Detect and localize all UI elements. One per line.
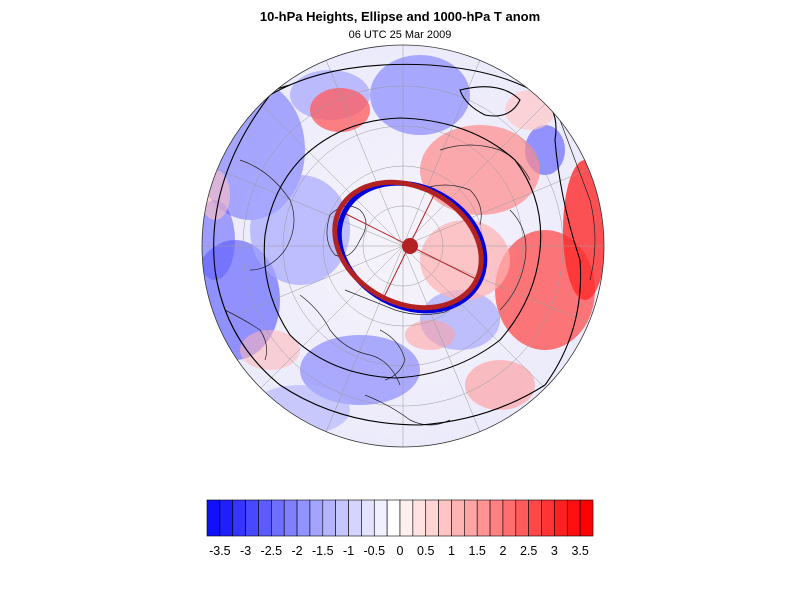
colorbar-swatch — [412, 499, 427, 537]
height-contour — [213, 63, 582, 426]
warm-anomaly-patch — [465, 360, 535, 410]
colorbar-swatch — [566, 499, 581, 537]
colorbar-swatch — [528, 499, 542, 537]
colorbar-swatch — [232, 499, 246, 537]
colorbar-swatch — [515, 499, 529, 537]
colorbar-swatch — [373, 499, 388, 537]
colorbar-tick-label: 0 — [397, 544, 404, 558]
colorbar-tick-label: -2 — [292, 544, 303, 558]
height-contour — [263, 117, 542, 379]
colorbar-swatch — [464, 499, 478, 537]
colorbar-swatch — [438, 499, 452, 537]
map-title: 10-hPa Heights, Ellipse and 1000-hPa T a… — [259, 9, 541, 24]
colorbar-tick-label: 2.5 — [520, 544, 537, 558]
colorbar-swatch — [283, 499, 298, 537]
colorbar-swatch — [425, 499, 439, 537]
colorbar-swatch — [579, 499, 594, 537]
colorbar-swatch — [541, 499, 555, 537]
colorbar-swatch — [206, 499, 221, 537]
colorbar-tick-label: 1 — [448, 544, 455, 558]
cold-anomaly-patch — [370, 55, 470, 135]
warm-anomaly-patch — [563, 160, 604, 300]
colorbar-swatch — [361, 499, 375, 537]
colorbar-swatch — [219, 499, 234, 537]
height-contour — [459, 86, 521, 117]
colorbar-swatch — [489, 499, 504, 537]
colorbar-swatch — [258, 499, 272, 537]
colorbar-tick-label: -1 — [343, 544, 354, 558]
colorbar-swatches — [206, 499, 594, 537]
map-subtitle: 06 UTC 25 Mar 2009 — [348, 29, 452, 41]
warm-anomaly-patch — [405, 320, 455, 350]
cold-anomaly-patch — [300, 335, 420, 405]
colorbar-swatch — [245, 499, 259, 537]
colorbar-tick-labels: -3.5 -3 -2.5 -2 -1.5 -1 -0.5 0 0.5 1 1.5 2 2.5 3 3.5 — [209, 544, 589, 558]
colorbar-swatch — [335, 499, 349, 537]
colorbar-swatch — [554, 499, 568, 537]
cold-anomaly-patch — [250, 175, 350, 285]
vortex-ellipse-outline — [332, 179, 484, 311]
colorbar-tick-label: -3 — [240, 544, 251, 558]
colorbar-tick-label: 2 — [499, 544, 506, 558]
colorbar-swatch — [502, 499, 517, 537]
globe — [201, 44, 605, 448]
colorbar-tick-label: 1.5 — [469, 544, 486, 558]
colorbar-tick-label: -1.5 — [312, 544, 334, 558]
warm-anomaly-patch — [310, 88, 370, 132]
colorbar-swatch — [271, 499, 285, 537]
colorbar-swatch — [476, 499, 491, 537]
globe-outline — [201, 44, 605, 448]
colorbar-tick-label: -0.5 — [363, 544, 385, 558]
colorbar-tick-label: -3.5 — [209, 544, 231, 558]
colorbar-swatch — [296, 499, 311, 537]
colorbar-swatch — [399, 499, 414, 537]
colorbar-swatch — [348, 499, 362, 537]
colorbar-tick-label: 0.5 — [417, 544, 434, 558]
ellipse-center-marker — [402, 238, 418, 254]
colorbar-swatch — [451, 499, 465, 537]
colorbar-swatch — [322, 499, 336, 537]
colorbar-swatch — [309, 499, 324, 537]
cold-anomaly-patch — [202, 200, 235, 280]
colorbar-tick-label: 3.5 — [571, 544, 588, 558]
colorbar-tick-label: 3 — [551, 544, 558, 558]
vortex-ellipse — [332, 179, 488, 314]
colorbar-tick-label: -2.5 — [261, 544, 283, 558]
colorbar-swatch — [386, 499, 401, 537]
